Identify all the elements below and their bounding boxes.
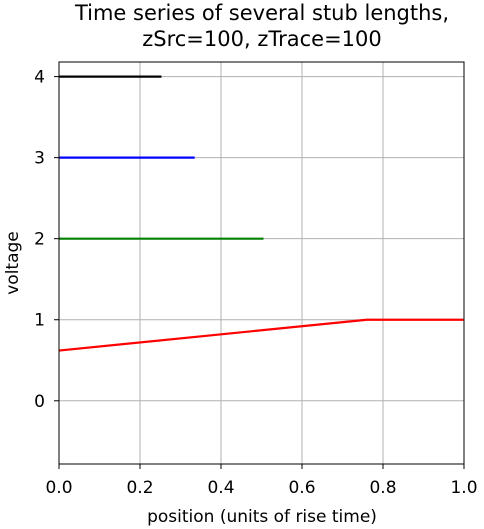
chart-title-line-1: Time series of several stub lengths, [74, 1, 449, 25]
y-axis-label: voltage [3, 231, 23, 295]
y-tick-label: 3 [34, 149, 45, 169]
x-axis-ticks: 0.0 0.2 0.4 0.6 0.8 1.0 [45, 464, 478, 498]
x-tick-label: 1.0 [450, 478, 477, 498]
y-tick-label: 1 [34, 311, 45, 331]
x-tick-label: 0.2 [126, 478, 153, 498]
chart-title-line-2: zSrc=100, zTrace=100 [142, 27, 382, 51]
y-tick-label: 2 [34, 230, 45, 250]
x-axis-label: position (units of rise time) [147, 507, 377, 527]
data-lines [58, 75, 464, 352]
x-tick-label: 0.8 [369, 478, 396, 498]
series-line-0 [58, 318, 464, 352]
plot-frame [58, 61, 465, 465]
y-tick-label: 0 [34, 392, 45, 412]
y-tick-label: 4 [34, 68, 45, 88]
x-tick-label: 0.0 [45, 478, 72, 498]
x-tick-label: 0.6 [288, 478, 315, 498]
grid [58, 62, 465, 464]
y-axis-ticks: 0 1 2 3 4 [34, 68, 59, 412]
x-tick-label: 0.4 [207, 478, 234, 498]
